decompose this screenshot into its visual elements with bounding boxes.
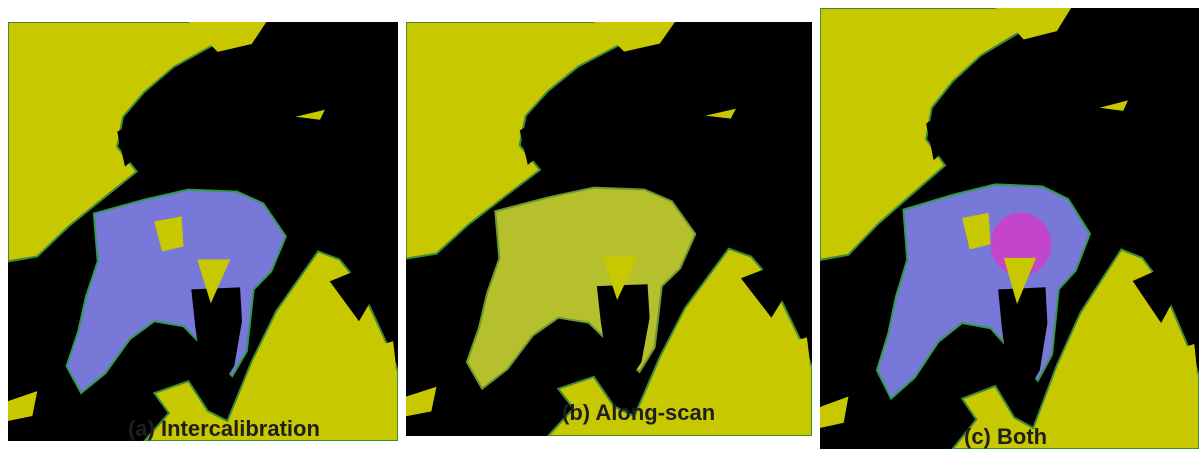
map-c (820, 8, 1199, 449)
map-a (8, 22, 398, 441)
panel-a (8, 22, 398, 441)
panel-c (820, 8, 1199, 449)
panel-label: (c) Both (964, 424, 1047, 450)
map-b (406, 22, 812, 436)
panel-b (406, 22, 812, 436)
panel-label: (b) Along-scan (562, 400, 715, 426)
panel-label: (a) Intercalibration (128, 416, 320, 442)
page: (a) Intercalibration (b) Along-scan (c) … (0, 0, 1199, 449)
